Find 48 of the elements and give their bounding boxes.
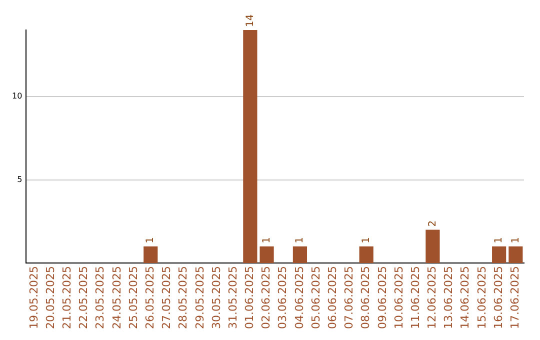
x-tick-label: 12.06.2025 [426,266,439,330]
data-label: 14 [244,14,256,27]
x-tick-label: 24.05.2025 [110,266,124,330]
x-tick-label: 29.05.2025 [193,266,206,330]
x-tick-label: 16.06.2025 [492,266,505,330]
x-tick-label: 03.06.2025 [276,266,290,330]
bar [243,30,258,264]
x-tick-label: 27.05.2025 [160,266,174,330]
x-tick-label: 20.05.2025 [44,266,57,330]
data-label: 1 [145,237,156,244]
data-label: 1 [360,237,372,244]
y-tick-label: 5 [17,174,22,184]
x-tick-label: 21.05.2025 [60,266,74,330]
x-tick-label: 06.06.2025 [326,266,340,330]
x-tick-label: 17.06.2025 [508,266,522,330]
x-tick-label: 07.06.2025 [342,266,356,330]
bar [492,246,506,264]
bar [508,246,523,264]
data-label: 1 [261,237,272,244]
x-tick-label: 15.06.2025 [475,266,488,330]
data-label: 1 [294,237,306,244]
x-tick-label: 01.06.2025 [243,266,256,330]
data-label: 1 [510,237,522,244]
x-tick-label: 05.06.2025 [309,266,322,330]
x-tick-label: 25.05.2025 [126,266,140,330]
x-tick-label: 30.05.2025 [210,266,223,330]
bar [292,246,308,264]
x-tick-label: 09.06.2025 [376,266,389,330]
x-tick-label: 11.06.2025 [408,266,422,330]
x-tick-label: 08.06.2025 [359,266,372,330]
bar [359,246,374,264]
bar [426,230,440,264]
x-tick-label: 10.06.2025 [392,266,406,330]
y-tick-label: 10 [12,92,22,101]
x-tick-label: 26.05.2025 [143,266,156,330]
data-label: 1 [494,237,505,244]
x-tick-label: 14.06.2025 [458,266,472,330]
x-tick-label: 23.05.2025 [94,266,107,330]
x-tick-label: 13.06.2025 [442,266,456,330]
bar [260,246,274,264]
bar [144,246,158,264]
x-tick-label: 31.05.2025 [226,266,240,330]
x-tick-label: 22.05.2025 [77,266,90,330]
x-tick-label: 19.05.2025 [27,266,40,330]
data-label: 2 [427,220,438,227]
x-tick-label: 28.05.2025 [176,266,190,330]
x-tick-label: 02.06.2025 [260,266,273,330]
x-tick-label: 04.06.2025 [292,266,306,330]
